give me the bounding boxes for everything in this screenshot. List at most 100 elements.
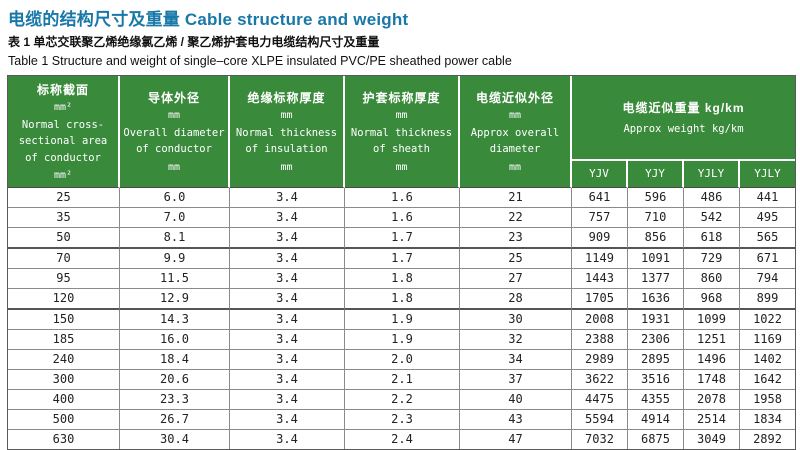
table-cell: 14.3 <box>120 309 230 330</box>
col-header-unit: mm <box>508 110 522 122</box>
table-cell: 23.3 <box>120 389 230 410</box>
table-row: 95 11.5 3.4 1.8 27 1443 1377 860 794 <box>8 268 796 289</box>
col-header-conductor-diameter: 导体外径 mm Overall diameter of conductor mm <box>120 76 230 188</box>
table-cell: 671 <box>740 249 796 269</box>
col-header-unit: mm <box>167 110 181 122</box>
table-cell: 47 <box>460 429 572 449</box>
table-cell: 2388 <box>572 329 628 350</box>
table-cell: 1402 <box>740 350 796 370</box>
table-cell: 3.4 <box>230 227 345 249</box>
table-cell: 26.7 <box>120 409 230 430</box>
col-header-zh: 导体外径 <box>147 91 200 106</box>
table-row: 70 9.9 3.4 1.7 25 1149 1091 729 671 <box>8 248 796 269</box>
table-cell: 25 <box>460 248 572 269</box>
table-cell: 1.9 <box>345 329 460 350</box>
table-cell: 2.3 <box>345 409 460 430</box>
table-cell: 27 <box>460 268 572 289</box>
weight-group-en: Approx weight kg/km <box>623 123 744 136</box>
table-cell: 1705 <box>572 288 628 310</box>
table-cell: 3.4 <box>230 429 345 449</box>
table-cell: 899 <box>740 289 796 310</box>
table-cell: 11.5 <box>120 268 230 289</box>
table-cell: 495 <box>740 208 796 228</box>
table-cell: 486 <box>684 187 740 208</box>
table-row: 120 12.9 3.4 1.8 28 1705 1636 968 899 <box>8 288 796 310</box>
table-cell: 1.6 <box>345 207 460 228</box>
table-row: 500 26.7 3.4 2.3 43 5594 4914 2514 1834 <box>8 409 796 430</box>
table-cell: 150 <box>8 309 120 330</box>
table-cell: 1748 <box>684 369 740 390</box>
table-cell: 3.4 <box>230 187 345 208</box>
table-cell: 1149 <box>572 248 628 269</box>
col-header-unit: mm <box>167 161 181 173</box>
table-cell: 1.6 <box>345 187 460 208</box>
table-cell: 1099 <box>684 309 740 330</box>
table-cell: 3.4 <box>230 349 345 370</box>
table-cell: 7032 <box>572 429 628 449</box>
table-cell: 9.9 <box>120 248 230 269</box>
table-cell: 3.4 <box>230 409 345 430</box>
table-cell: 1377 <box>628 268 684 289</box>
col-header-unit: mm² <box>53 169 73 181</box>
table-cell: 2306 <box>628 329 684 350</box>
table-cell: 1443 <box>572 268 628 289</box>
table-cell: 32 <box>460 329 572 350</box>
table-cell: 2989 <box>572 349 628 370</box>
table-cell: 1958 <box>740 390 796 410</box>
col-header-sheath-thickness: 护套标称厚度 mm Normal thickness of sheath mm <box>345 76 460 188</box>
table-cell: 2895 <box>628 349 684 370</box>
table-cell: 2892 <box>753 432 782 447</box>
table-cell: 400 <box>8 389 120 410</box>
table-cell: 22 <box>460 207 572 228</box>
table-cell: 5594 <box>572 409 628 430</box>
table-cell: 95 <box>8 268 120 289</box>
table-cell: 240 <box>8 349 120 370</box>
table-row: 150 14.3 3.4 1.9 30 2008 1931 1099 1022 <box>8 309 796 330</box>
table-cell: 20.6 <box>120 369 230 390</box>
table-row: 35 7.0 3.4 1.6 22 757 710 542 495 <box>8 207 796 228</box>
table-cell: 34 <box>460 349 572 370</box>
table-cell: 3.4 <box>230 369 345 390</box>
table-row: 240 18.4 3.4 2.0 34 2989 2895 1496 1402 <box>8 349 796 370</box>
col-header-unit: mm <box>280 161 293 173</box>
col-header-zh: 护套标称厚度 <box>362 91 441 106</box>
col-header-unit: mm <box>508 161 522 173</box>
table-row: 185 16.0 3.4 1.9 32 2388 2306 1251 1169 <box>8 329 796 350</box>
col-header-zh: 标称截面 <box>36 83 89 97</box>
col-header-cross-section: 标称截面 mm² Normal cross-sectional area of … <box>8 76 120 188</box>
table-cell: 757 <box>572 207 628 228</box>
table-cell: 1091 <box>628 248 684 269</box>
table-cell: 3.4 <box>230 207 345 228</box>
table-cell: 596 <box>628 187 684 208</box>
table-cell: 8.1 <box>120 227 230 249</box>
table-cell: 3.4 <box>230 288 345 310</box>
table-cell: 50 <box>8 227 120 249</box>
table-row: 400 23.3 3.4 2.2 40 4475 4355 2078 1958 <box>8 389 796 410</box>
table-cell: 1.7 <box>345 227 460 249</box>
table-row: 300 20.6 3.4 2.1 37 3622 3516 1748 1642 <box>8 369 796 390</box>
table-cell: 968 <box>684 288 740 310</box>
table-cell: 909 <box>572 227 628 249</box>
table-cell: 30 <box>460 309 572 330</box>
table-cell: 16.0 <box>120 329 230 350</box>
col-header-insulation-thickness: 绝缘标称厚度 mm Normal thickness of insulation… <box>230 76 345 188</box>
table-cell: 3.4 <box>230 268 345 289</box>
table-cell: 3.4 <box>230 329 345 350</box>
weight-group-zh: 电缆近似重量 kg/km <box>622 101 745 116</box>
col-header-unit: mm <box>395 161 408 173</box>
table-cell: 120 <box>8 288 120 310</box>
table-cell: 1.7 <box>345 248 460 269</box>
col-header-unit: mm <box>395 110 408 122</box>
table-cell: 441 <box>740 188 796 208</box>
table-cell: 4475 <box>572 389 628 410</box>
table-cell: 70 <box>8 248 120 269</box>
table-cell: 710 <box>628 207 684 228</box>
table-cell: 641 <box>572 187 628 208</box>
table-cell: 6.0 <box>120 187 230 208</box>
table-cell: 794 <box>740 269 796 289</box>
sub-header-yjly-1: YJLY <box>684 160 740 188</box>
col-header-zh: 电缆近似外径 <box>475 91 554 106</box>
table-cell: 3049 <box>684 429 740 449</box>
table-cell: 1.8 <box>345 288 460 310</box>
